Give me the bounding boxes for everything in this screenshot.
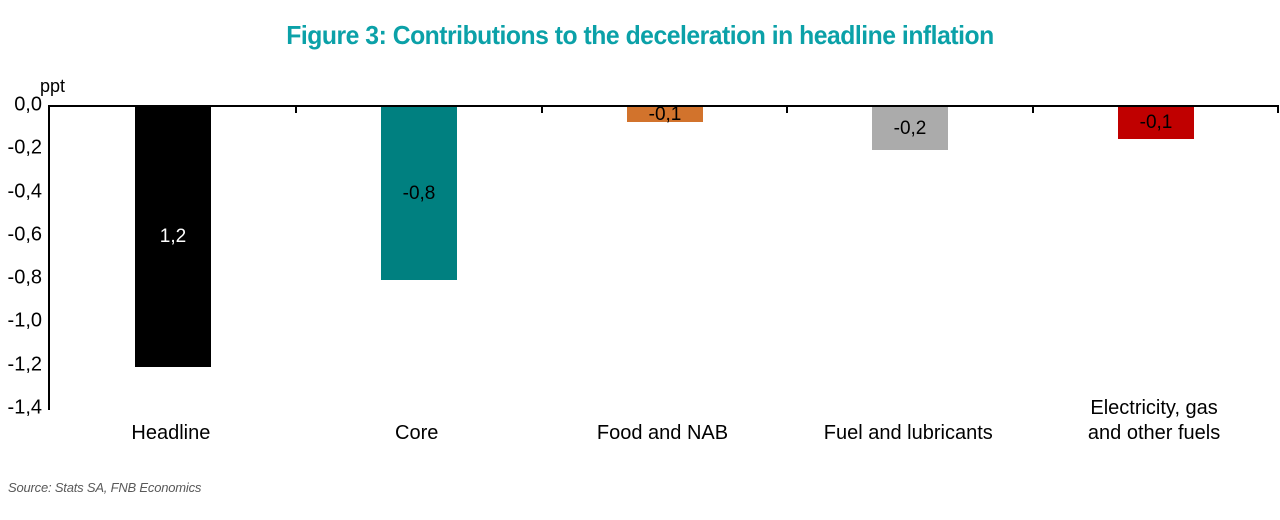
x-axis-tick: [1277, 107, 1279, 113]
bar-value-label-electricity-gas-and-other-fuels: -0,1: [1139, 112, 1173, 133]
y-axis-tick-label: -0,4: [7, 180, 42, 203]
bar-value-label-core: -0,8: [402, 182, 436, 204]
bar-value-label-fuel-and-lubricants: -0,2: [893, 117, 927, 139]
x-axis-tick: [1032, 107, 1034, 113]
figure-title: Figure 3: Contributions to the decelerat…: [286, 20, 994, 50]
x-axis-tick: [295, 107, 297, 113]
y-axis-tick-labels: 0,0 -0,2 -0,4 -0,6 -0,8 -1,0 -1,2 -1,4: [0, 94, 42, 419]
plot-area: 1,2 -0,8 -0,1 -0,2 -0,1: [48, 104, 1279, 410]
x-axis-label-headline: Headline: [131, 422, 211, 444]
source-note: Source: Stats SA, FNB Economics: [8, 480, 202, 495]
x-axis-label-core: Core: [395, 422, 439, 444]
y-axis-tick-label: 0,0: [14, 93, 42, 116]
x-axis-label-fuel-and-lubricants: Fuel and lubricants: [823, 422, 993, 444]
bar-value-label-food-and-nab: -0,1: [648, 103, 682, 125]
y-axis-tick-label: -1,4: [7, 396, 42, 419]
bar-core: -0,8: [381, 107, 457, 280]
y-axis-tick-label: -1,2: [7, 353, 42, 376]
y-axis-tick-label: -1,0: [7, 309, 42, 332]
x-axis-label-food-and-nab: Food and NAB: [596, 422, 729, 444]
bar-food-and-nab: -0,1: [627, 104, 703, 125]
x-axis-category-labels: Headline Core Food and NAB Fuel and lubrica…: [48, 394, 1277, 446]
y-axis-tick-label: -0,6: [7, 223, 42, 246]
x-axis-tick: [541, 107, 543, 113]
bar-electricity-gas-and-other-fuels: -0,1: [1118, 107, 1194, 139]
bar-headline: 1,2: [135, 107, 211, 367]
x-axis-tick: [786, 107, 788, 113]
y-axis-unit-label: ppt: [40, 76, 66, 96]
bar-value-label-headline: 1,2: [159, 226, 187, 247]
bar-fuel-and-lubricants: -0,2: [872, 107, 948, 150]
y-axis-tick-label: -0,2: [7, 136, 42, 159]
y-axis-tick-label: -0,8: [7, 266, 42, 289]
x-axis-label-electricity-gas-and-other-fuels: Electricity, gas and other fuels: [1087, 397, 1221, 444]
